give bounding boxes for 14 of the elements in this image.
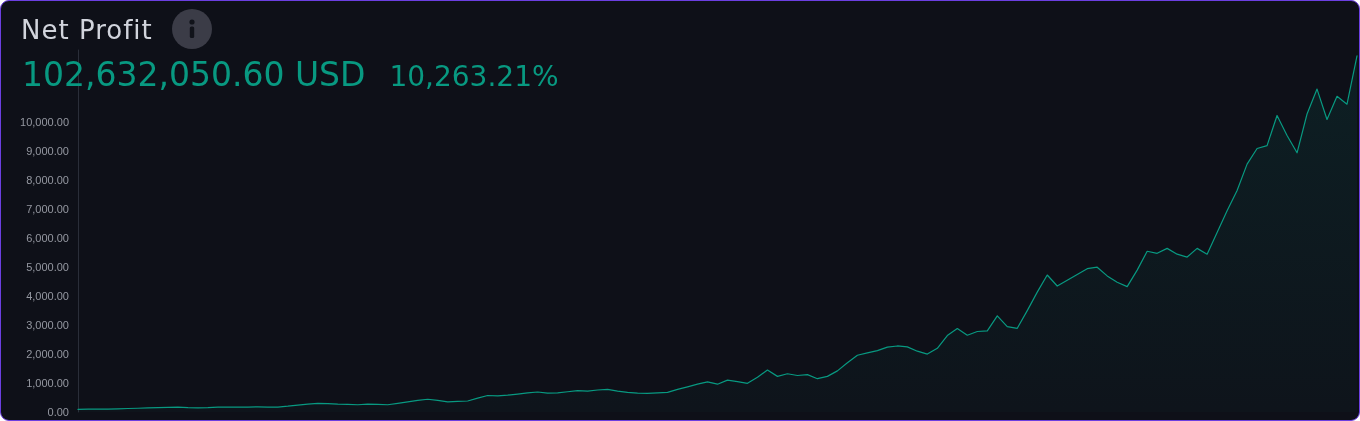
y-tick-label: 1,000.00 xyxy=(26,377,69,390)
y-tick-label: 4,000.00 xyxy=(26,290,69,303)
annotation: 10,263.21% xyxy=(389,60,559,93)
y-tick-label: 3,000.00 xyxy=(26,319,69,332)
y-tick-label: 9,000.00 xyxy=(26,145,69,158)
y-tick-label: 10,000.00 xyxy=(20,116,69,129)
y-tick-label: 7,000.00 xyxy=(26,203,69,216)
y-tick-label: 8,000.00 xyxy=(26,174,69,187)
annotation: 102,632,050.60 USD xyxy=(22,55,366,94)
y-tick-label: 6,000.00 xyxy=(26,232,69,245)
y-tick-label: 5,000.00 xyxy=(26,261,69,274)
y-tick-label: 0.00 xyxy=(47,406,69,418)
chart-title: Net Profit xyxy=(21,15,153,45)
y-tick-label: 2,000.00 xyxy=(26,348,69,361)
